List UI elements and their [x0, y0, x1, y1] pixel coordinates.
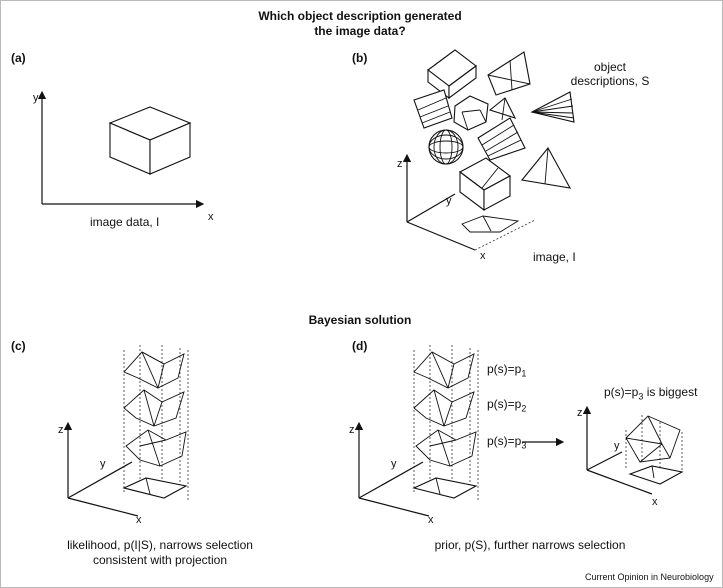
panel-c-axes	[63, 421, 139, 517]
panel-d-axis-z-label: z	[349, 424, 355, 436]
panel-c-projection-lines	[123, 345, 189, 500]
panel-d-axis-x-label: x	[428, 514, 434, 526]
panel-d-label: (d)	[352, 339, 368, 353]
panel-d-result-axis-y-label: y	[614, 440, 620, 452]
panel-b-axes	[402, 153, 536, 251]
panel-b-objects-line2: descriptions, S	[570, 74, 650, 88]
panel-b-object-descriptions	[413, 49, 575, 212]
panel-b-axis-y-label: y	[446, 195, 452, 207]
panel-d-result-object	[625, 415, 684, 485]
prior-p3-label: p(s)=p3	[487, 434, 527, 451]
panel-a-axes	[37, 90, 205, 209]
panel-b-image-shape	[461, 215, 520, 233]
credit-text: Current Opinion in Neurobiology	[585, 572, 714, 582]
bayes-heading: Bayesian solution	[308, 313, 412, 327]
panel-d-candidate-objects	[412, 351, 478, 499]
panel-a-caption: image data, I	[90, 215, 160, 229]
panel-c-axis-x-label: x	[136, 514, 142, 526]
panel-b-objects-line1: object	[593, 60, 627, 74]
panel-b-axis-x-label: x	[480, 250, 486, 262]
panel-c-axis-y-label: y	[100, 458, 106, 470]
figure-title-line2: the image data?	[314, 24, 406, 38]
panel-a-axis-x-label: x	[208, 211, 214, 223]
panel-c-candidate-objects	[122, 351, 188, 499]
panel-c-caption-line1: likelihood, p(I|S), narrows selection	[67, 538, 253, 552]
panel-c-caption-line2: consistent with projection	[92, 553, 228, 567]
prior-biggest-label: p(s)=p3 is biggest	[604, 385, 698, 402]
panel-d-caption: prior, p(S), further narrows selection	[434, 538, 626, 552]
panel-d-result-axis-z-label: z	[577, 407, 583, 419]
prior-p1-label: p(s)=p1	[487, 362, 527, 379]
panel-a-cube	[108, 106, 192, 175]
panel-a-axis-y-label: y	[33, 92, 39, 104]
panel-c-label: (c)	[11, 339, 26, 353]
panel-d-result-axis-x-label: x	[652, 496, 658, 508]
panel-b-label: (b)	[352, 51, 368, 65]
panel-b-axis-z-label: z	[397, 158, 403, 170]
panel-d-result-axes	[582, 405, 653, 495]
figure-title-line1: Which object description generated	[258, 9, 462, 23]
panel-a-label: (a)	[11, 51, 26, 65]
panel-d-axis-y-label: y	[391, 458, 397, 470]
panel-d-axes	[354, 421, 430, 517]
panel-b-image-label: image, I	[533, 250, 576, 264]
panel-c-axis-z-label: z	[58, 424, 64, 436]
panel-d-projection-lines	[413, 345, 479, 500]
prior-p2-label: p(s)=p2	[487, 397, 527, 414]
